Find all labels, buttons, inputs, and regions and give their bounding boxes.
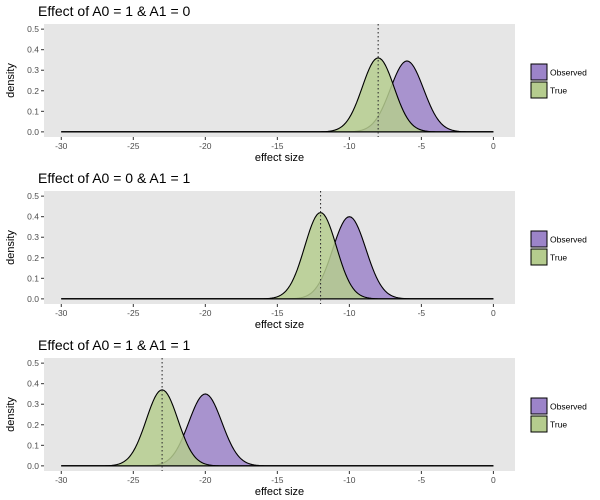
- y-tick-label: 0.2: [27, 420, 39, 430]
- y-tick-label: 0.1: [27, 273, 39, 283]
- x-tick-label: 0: [491, 475, 496, 485]
- y-tick-label: 0.4: [27, 45, 39, 55]
- x-tick-label: -15: [271, 141, 284, 151]
- y-axis-label: density: [5, 63, 17, 98]
- y-tick-label: 0.0: [27, 127, 39, 137]
- density-area-true: [61, 389, 494, 466]
- x-tick-label: -30: [55, 475, 68, 485]
- chart-title: Effect of A0 = 1 & A1 = 0: [38, 3, 191, 19]
- x-tick-label: -15: [271, 308, 284, 318]
- legend-label: True: [550, 86, 567, 96]
- legend-label: Observed: [550, 402, 587, 412]
- y-tick-label: 0.0: [27, 294, 39, 304]
- x-axis-label: effect size: [255, 319, 304, 331]
- y-tick-label: 0.5: [27, 191, 39, 201]
- x-tick-label: -5: [418, 308, 426, 318]
- legend-label: Observed: [550, 235, 587, 245]
- x-tick-label: -15: [271, 475, 284, 485]
- x-axis-label: effect size: [255, 486, 304, 498]
- x-tick-label: -20: [199, 475, 212, 485]
- chart-title: Effect of A0 = 1 & A1 = 1: [38, 337, 191, 353]
- y-tick-label: 0.2: [27, 253, 39, 263]
- legend-label: Observed: [550, 68, 587, 78]
- chart-title: Effect of A0 = 0 & A1 = 1: [38, 170, 191, 186]
- y-tick-label: 0.3: [27, 65, 39, 75]
- x-tick-label: 0: [491, 141, 496, 151]
- legend-key-observed: [530, 397, 548, 415]
- legend-key-observed: [530, 230, 548, 248]
- plot-background: [44, 358, 515, 471]
- x-tick-label: -10: [343, 308, 356, 318]
- y-tick-label: 0.4: [27, 212, 39, 222]
- y-tick-label: 0.3: [27, 399, 39, 409]
- legend-key-true: [530, 415, 548, 433]
- x-tick-label: -25: [127, 141, 140, 151]
- y-axis-label: density: [5, 397, 17, 432]
- density-area-true: [61, 57, 494, 132]
- y-tick-label: 0.1: [27, 106, 39, 116]
- x-tick-label: 0: [491, 308, 496, 318]
- y-tick-label: 0.5: [27, 24, 39, 34]
- y-axis-label: density: [5, 230, 17, 265]
- y-tick-label: 0.5: [27, 358, 39, 368]
- plot-background: [44, 24, 515, 137]
- chart-panel: Effect of A0 = 1 & A1 = 1 0.0 0.1 0.2 0.3 0.4…: [5, 337, 587, 498]
- x-tick-label: -20: [199, 141, 212, 151]
- x-tick-label: -30: [55, 141, 68, 151]
- chart-panel: Effect of A0 = 1 & A1 = 0 0.0 0.1 0.2 0.3 0.4…: [5, 3, 587, 164]
- legend-key-observed: [530, 63, 548, 81]
- y-tick-label: 0.3: [27, 232, 39, 242]
- x-tick-label: -5: [418, 141, 426, 151]
- plot-background: [44, 191, 515, 304]
- x-axis-label: effect size: [255, 152, 304, 164]
- x-tick-label: -5: [418, 475, 426, 485]
- y-tick-label: 0.2: [27, 86, 39, 96]
- y-tick-label: 0.1: [27, 440, 39, 450]
- x-tick-label: -25: [127, 475, 140, 485]
- x-tick-label: -25: [127, 308, 140, 318]
- legend-label: True: [550, 253, 567, 263]
- y-tick-label: 0.4: [27, 379, 39, 389]
- x-tick-label: -30: [55, 308, 68, 318]
- x-tick-label: -20: [199, 308, 212, 318]
- x-tick-label: -10: [343, 141, 356, 151]
- y-tick-label: 0.0: [27, 461, 39, 471]
- x-tick-label: -10: [343, 475, 356, 485]
- legend-key-true: [530, 81, 548, 99]
- legend-key-true: [530, 248, 548, 266]
- legend-label: True: [550, 420, 567, 430]
- chart-panel: Effect of A0 = 0 & A1 = 1 0.0 0.1 0.2 0.3 0.4…: [5, 170, 587, 331]
